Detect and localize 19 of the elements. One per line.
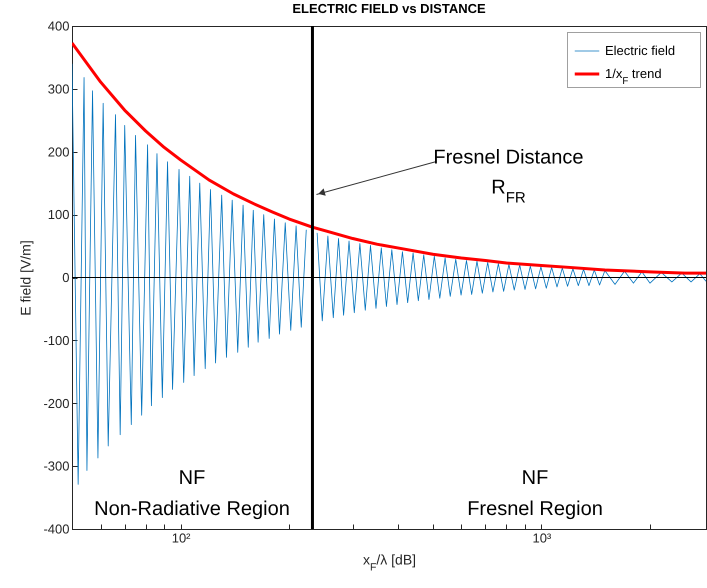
annotation: Fresnel Distance R$_{FR}$ — [433, 146, 584, 206]
annotation: NF Non-Radiative Region — [94, 467, 290, 520]
chart-title: ELECTRIC FIELD vs DISTANCE — [292, 1, 486, 16]
y-tick-label: -400 — [43, 522, 70, 536]
x-tick-label: 10² — [172, 530, 192, 546]
y-tick-label: -200 — [43, 396, 70, 411]
legend-label: 1/x$_{F}$ trend — [605, 66, 662, 86]
y-tick-label: 400 — [48, 18, 70, 34]
y-tick-label: 0 — [62, 270, 70, 285]
y-tick-label: -300 — [43, 458, 70, 474]
x-axis-title: x$_{F}$/λ [dB] — [362, 552, 416, 574]
annotation: NF Fresnel Region — [467, 467, 603, 520]
y-tick-label: 300 — [48, 81, 70, 96]
y-tick-label: 200 — [48, 144, 70, 160]
legend-label: Electric field — [605, 43, 676, 58]
y-tick-label: 100 — [48, 207, 70, 222]
y-tick-label: -100 — [43, 332, 70, 348]
x-tick-label: 10³ — [532, 530, 552, 546]
y-axis-title: E field [V/m] — [17, 240, 34, 316]
